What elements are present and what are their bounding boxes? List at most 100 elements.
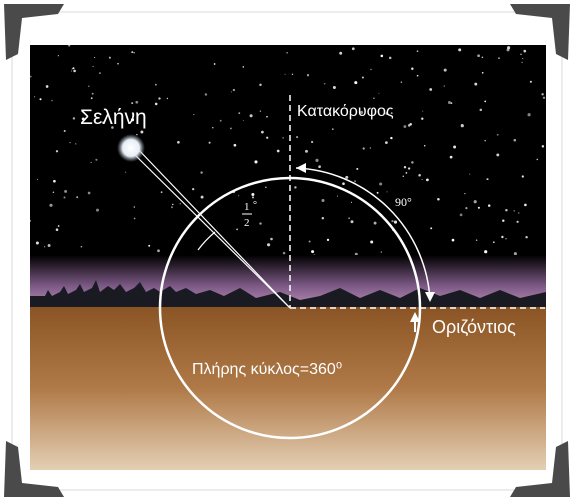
star xyxy=(75,143,77,145)
star xyxy=(91,92,94,95)
star xyxy=(501,235,504,239)
star xyxy=(336,195,339,197)
star xyxy=(108,56,111,59)
star xyxy=(376,191,379,194)
star xyxy=(339,51,343,55)
star xyxy=(370,240,374,244)
star xyxy=(212,126,214,129)
star xyxy=(400,81,403,83)
star xyxy=(481,56,484,59)
star xyxy=(388,56,392,60)
star xyxy=(229,127,232,130)
star xyxy=(542,96,546,100)
star xyxy=(43,246,46,248)
star xyxy=(351,47,355,51)
star xyxy=(55,150,59,153)
star xyxy=(213,63,216,65)
star xyxy=(266,115,268,118)
star xyxy=(53,179,56,183)
star xyxy=(140,130,144,134)
star xyxy=(294,186,297,189)
star xyxy=(481,71,484,74)
star xyxy=(291,73,294,76)
star xyxy=(373,221,377,225)
star xyxy=(391,219,394,223)
star xyxy=(409,123,412,126)
star xyxy=(513,252,517,256)
star xyxy=(306,74,310,77)
star xyxy=(323,83,326,85)
star xyxy=(63,129,66,133)
star xyxy=(130,118,135,122)
star xyxy=(447,101,451,104)
star xyxy=(426,178,429,182)
star xyxy=(429,88,433,91)
moon-ray xyxy=(129,149,291,309)
star xyxy=(204,93,208,96)
star xyxy=(379,182,383,186)
star xyxy=(450,102,453,105)
star xyxy=(55,228,59,231)
corner-mounts xyxy=(4,4,570,497)
star xyxy=(193,114,195,116)
star xyxy=(51,99,53,102)
star xyxy=(47,244,51,247)
star xyxy=(242,120,244,121)
star xyxy=(354,180,357,183)
star xyxy=(332,86,336,89)
star xyxy=(484,100,487,103)
angle-label: 90° xyxy=(395,195,412,209)
star xyxy=(64,189,68,193)
vertical-label: Κατακόρυφος xyxy=(297,103,394,120)
star xyxy=(378,92,380,94)
star xyxy=(219,119,222,122)
star xyxy=(407,167,411,170)
star xyxy=(133,52,135,54)
star xyxy=(259,83,262,87)
star xyxy=(513,210,515,212)
star xyxy=(380,251,382,253)
star xyxy=(326,238,330,242)
star xyxy=(117,62,119,65)
star xyxy=(521,61,523,64)
star xyxy=(473,200,477,204)
star xyxy=(354,81,358,85)
star xyxy=(311,250,315,254)
angle-arc xyxy=(197,231,216,251)
star xyxy=(361,76,364,79)
star xyxy=(520,53,522,55)
moon-label: Σελήνη xyxy=(80,106,147,129)
star xyxy=(402,175,405,177)
star xyxy=(416,74,419,77)
star xyxy=(350,220,354,224)
star xyxy=(154,102,158,106)
star xyxy=(505,208,508,212)
star xyxy=(179,203,181,205)
star xyxy=(296,136,299,139)
star xyxy=(30,75,32,78)
star xyxy=(111,126,114,129)
star xyxy=(385,112,388,115)
star xyxy=(308,240,311,243)
star xyxy=(90,161,92,163)
star xyxy=(348,217,350,219)
star xyxy=(536,158,539,161)
star xyxy=(49,203,53,207)
star xyxy=(282,251,286,255)
star xyxy=(541,93,544,96)
star xyxy=(393,220,398,224)
star xyxy=(261,130,264,134)
star xyxy=(37,178,38,180)
star xyxy=(360,110,364,114)
star xyxy=(459,213,463,217)
star xyxy=(403,166,407,169)
star xyxy=(177,140,180,144)
star xyxy=(155,83,157,86)
star xyxy=(390,112,393,115)
star xyxy=(449,155,453,159)
star xyxy=(430,227,433,230)
star xyxy=(265,186,267,188)
star xyxy=(523,49,527,53)
star xyxy=(370,68,372,71)
circle-label: Πλήρης κύκλος=360⁰ xyxy=(192,361,342,378)
